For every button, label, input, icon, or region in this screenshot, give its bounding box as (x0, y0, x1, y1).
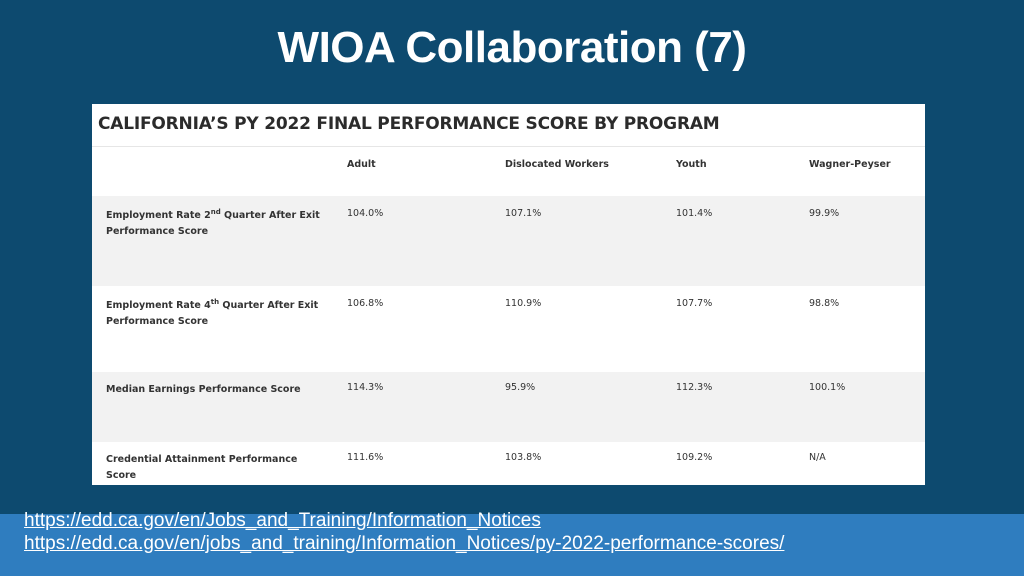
table-row: Employment Rate 2nd Quarter After Exit P… (92, 196, 925, 286)
table-row: Credential Attainment Performance Score … (92, 442, 925, 485)
column-header-wagner-peyser: Wagner-Peyser (809, 159, 891, 170)
cell-youth: 107.7% (676, 298, 713, 309)
cell-wagner-peyser: 99.9% (809, 208, 840, 219)
cell-wagner-peyser: 100.1% (809, 382, 846, 393)
cell-dislocated-workers: 95.9% (505, 382, 536, 393)
cell-youth: 112.3% (676, 382, 713, 393)
slide-title: WIOA Collaboration (7) (277, 23, 747, 72)
row-label-text: Quarter After Exit Performance Score (106, 210, 320, 237)
source-link-py-2022-performance-scores[interactable]: https://edd.ca.gov/en/jobs_and_training/… (24, 533, 785, 554)
row-label-superscript: nd (210, 208, 221, 216)
source-link-information-notices[interactable]: https://edd.ca.gov/en/Jobs_and_Training/… (24, 510, 541, 531)
row-label-text: Employment Rate 4 (106, 300, 211, 311)
row-label-text: Employment Rate 2 (106, 210, 211, 221)
row-label-text: Quarter After Exit Performance Score (106, 300, 319, 327)
cell-youth: 101.4% (676, 208, 713, 219)
cell-dislocated-workers: 103.8% (505, 452, 542, 463)
footer-band (0, 514, 1024, 576)
cell-adult: 106.8% (347, 298, 384, 309)
table-row: Employment Rate 4th Quarter After Exit P… (92, 286, 925, 372)
column-header-adult: Adult (347, 159, 376, 170)
cell-dislocated-workers: 110.9% (505, 298, 542, 309)
table-row: Median Earnings Performance Score 114.3%… (92, 372, 925, 442)
cell-wagner-peyser: N/A (809, 452, 826, 463)
column-header-youth: Youth (676, 159, 707, 170)
table-header-row: Adult Dislocated Workers Youth Wagner-Pe… (92, 146, 925, 197)
row-label: Employment Rate 4th Quarter After Exit P… (106, 298, 326, 330)
performance-score-table: CALIFORNIA’S PY 2022 FINAL PERFORMANCE S… (92, 104, 925, 485)
cell-adult: 111.6% (347, 452, 384, 463)
table-heading: CALIFORNIA’S PY 2022 FINAL PERFORMANCE S… (98, 114, 720, 134)
cell-adult: 104.0% (347, 208, 384, 219)
row-label-superscript: th (210, 298, 220, 306)
cell-youth: 109.2% (676, 452, 713, 463)
row-label: Median Earnings Performance Score (106, 384, 301, 395)
cell-dislocated-workers: 107.1% (505, 208, 542, 219)
row-label: Credential Attainment Performance Score (106, 454, 298, 481)
cell-wagner-peyser: 98.8% (809, 298, 840, 309)
column-header-dislocated-workers: Dislocated Workers (505, 159, 609, 170)
row-label: Employment Rate 2nd Quarter After Exit P… (106, 208, 326, 240)
cell-adult: 114.3% (347, 382, 384, 393)
